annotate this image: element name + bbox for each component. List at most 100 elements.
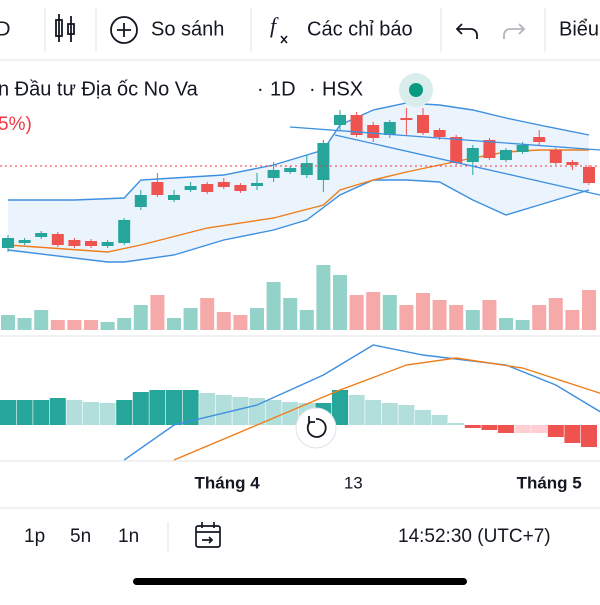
volume-bar [216, 312, 231, 330]
volume-bar [299, 310, 314, 330]
macd-bar [249, 398, 265, 425]
volume-bar [167, 318, 181, 330]
overlay: n Đầu tư Địa ốc No Va · 1D · HSX 5%) [0, 73, 600, 462]
indicators-button[interactable]: f Các chỉ báo [270, 13, 413, 44]
x-tick-label: 13 [344, 473, 363, 492]
macd-bar [365, 400, 382, 425]
toolbar-left[interactable]: D [0, 18, 10, 40]
separator: · [309, 78, 316, 100]
trend-line [334, 134, 600, 196]
candle-body [450, 137, 463, 163]
candle-body [500, 150, 512, 160]
volume-bar [382, 295, 397, 330]
volume-bar [117, 318, 132, 330]
macd-bar [215, 395, 232, 425]
macd-bar [564, 425, 581, 443]
plot: Tháng 4 13 Tháng 5 [0, 102, 600, 492]
volume-bar [565, 310, 580, 330]
macd-bar [531, 425, 548, 433]
undo[interactable] [455, 23, 478, 39]
candle-body [134, 195, 147, 207]
range-button[interactable]: 5n [70, 526, 91, 547]
macd-bar [16, 400, 33, 425]
status-dot[interactable] [409, 83, 423, 97]
trend-line [289, 126, 600, 151]
compare-button[interactable]: So sánh [110, 16, 224, 44]
macd-bar [199, 393, 216, 425]
candle-body [433, 130, 446, 137]
toolbar: D So sánh f Các chỉ báo Biểu [0, 8, 600, 61]
macd-bar [415, 410, 431, 425]
lower-band [7, 179, 590, 263]
volume-bar [183, 308, 198, 330]
macd-bar [132, 392, 149, 425]
redo[interactable] [503, 23, 526, 39]
volume-bar [465, 310, 480, 330]
volume-bar [548, 298, 563, 330]
candle-body [317, 143, 330, 180]
volume-bar [1, 315, 15, 330]
macd-bar [581, 425, 597, 447]
reset-button[interactable] [295, 407, 337, 449]
macd-bar [33, 400, 50, 425]
range-button[interactable]: 1p [24, 526, 45, 547]
volume-bar [399, 305, 414, 330]
candle-body [51, 234, 64, 245]
candle-body [383, 122, 396, 135]
macd-bar [398, 405, 415, 425]
volume-bar [266, 282, 281, 330]
indicators-label: Các chỉ báo [307, 18, 413, 40]
candle-icon[interactable] [55, 14, 75, 42]
candle-body [184, 186, 197, 190]
band-fill [8, 103, 589, 262]
volume-bar [150, 295, 165, 330]
toolbar-right[interactable]: Biểu [559, 18, 599, 40]
volume-bar [366, 292, 381, 330]
candle-body [284, 168, 297, 172]
clock[interactable]: 14:52:30 (UTC+7) [398, 526, 551, 547]
macd-bar [498, 425, 514, 433]
macd-bar [282, 402, 299, 425]
compare-label: So sánh [151, 18, 224, 40]
macd-bar [99, 403, 116, 425]
macd-bar [448, 423, 465, 425]
macd-bar [0, 400, 16, 425]
volume-bar [416, 293, 430, 330]
macd-bar [348, 395, 365, 425]
volume-bar [333, 275, 347, 330]
change: 5%) [0, 114, 32, 135]
candle-body [350, 115, 363, 135]
separator: · [257, 78, 264, 100]
volume-bar [233, 315, 248, 330]
candle-body [483, 140, 496, 158]
range-button[interactable]: 1n [118, 526, 139, 547]
exchange: HSX [322, 78, 363, 100]
macd-bar [66, 400, 83, 425]
volume-bar [100, 322, 115, 330]
volume-bar [67, 320, 82, 330]
date-range-icon[interactable] [195, 522, 221, 548]
volume-bar [250, 308, 264, 330]
candle-body [549, 150, 562, 163]
volume-bar [349, 295, 364, 330]
volume-bar [432, 300, 447, 330]
volume-bar [499, 318, 513, 330]
macd-bar [547, 425, 564, 437]
home-indicator [133, 578, 467, 585]
candle-body [234, 185, 247, 191]
signal-line [173, 357, 600, 461]
candle-body [417, 115, 429, 133]
volume-bar [133, 305, 148, 330]
candle-body [367, 125, 380, 138]
candle-body [516, 145, 529, 152]
candle-body [217, 182, 230, 187]
macd-bar [514, 425, 531, 433]
candle-body [267, 170, 280, 178]
candle-body [2, 238, 14, 248]
volume-bar [50, 320, 65, 330]
volume-bar [482, 300, 497, 330]
x-tick-label: Tháng 4 [195, 473, 261, 492]
macd-bar [49, 398, 66, 425]
